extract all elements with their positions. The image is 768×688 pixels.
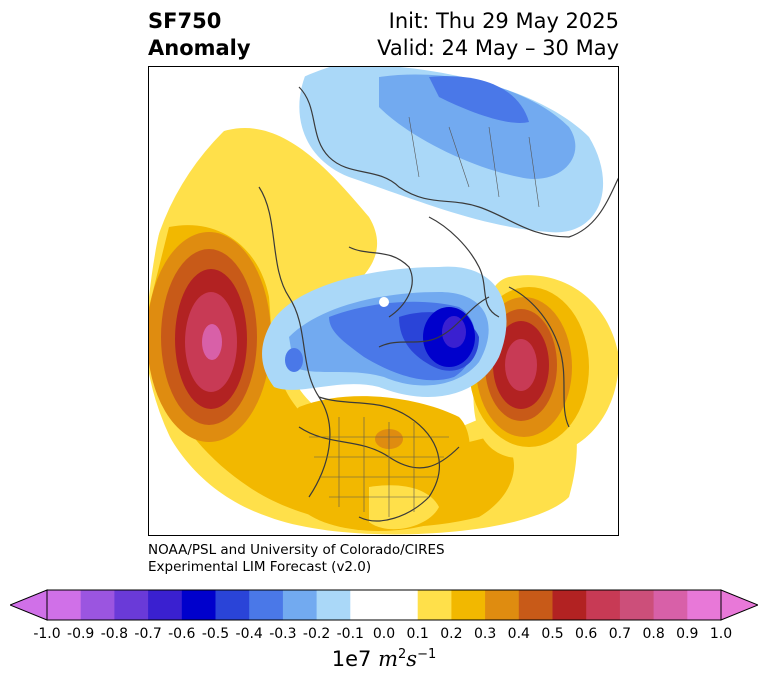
colorbar-cell bbox=[586, 590, 621, 620]
pacific-positive-anomaly bbox=[149, 128, 577, 535]
credit-text: NOAA/PSL and University of Colorado/CIRE… bbox=[148, 542, 445, 576]
units-s: s bbox=[406, 647, 418, 671]
colorbar-tick-label: 0.6 bbox=[575, 626, 598, 642]
colorbar-tick-label: 1.0 bbox=[709, 626, 733, 642]
colorbar-tick-label: -0.6 bbox=[168, 626, 196, 642]
colorbar-tick-label: -0.1 bbox=[336, 626, 364, 642]
colorbar-tick-label: -0.7 bbox=[134, 626, 162, 642]
colorbar-tick-label: 0.4 bbox=[507, 626, 530, 642]
colorbar-tick-label: 0.2 bbox=[440, 626, 463, 642]
units-s-exp: −1 bbox=[417, 647, 437, 662]
valid-range: Valid: 24 May – 30 May bbox=[377, 36, 619, 60]
colorbar-min-arrow bbox=[10, 589, 48, 621]
chart-title: SF750 Anomaly bbox=[148, 8, 251, 62]
eurasia-negative-anomaly bbox=[299, 67, 604, 233]
colorbar-tick-label: -0.2 bbox=[302, 626, 331, 642]
arctic-negative-anomaly bbox=[262, 266, 507, 397]
colorbar-cell bbox=[653, 590, 688, 620]
colorbar-cell bbox=[485, 590, 520, 620]
colorbar-cell bbox=[215, 590, 250, 620]
colorbar-cell bbox=[687, 590, 722, 620]
colorbar-tick-label: 0.9 bbox=[676, 626, 699, 642]
colorbar-tick-label: -0.9 bbox=[67, 626, 95, 642]
colorbar-tick-label: 0.7 bbox=[608, 626, 632, 642]
colorbar-max-arrow bbox=[720, 589, 758, 621]
colorbar-tick-label: 0.3 bbox=[473, 626, 497, 642]
colorbar-cell bbox=[552, 590, 587, 620]
colorbar-cell bbox=[350, 590, 385, 620]
colorbar-cell bbox=[518, 590, 553, 620]
anomaly-label: Anomaly bbox=[148, 36, 251, 60]
colorbar-cell bbox=[282, 590, 318, 620]
units-m: m bbox=[378, 647, 399, 671]
colorbar-tick-label: 0.1 bbox=[406, 626, 429, 642]
colorbar-cell bbox=[47, 590, 82, 620]
anomaly-field bbox=[149, 67, 618, 535]
forecast-dates: Init: Thu 29 May 2025 Valid: 24 May – 30… bbox=[377, 8, 619, 62]
colorbar-tick-label: -0.4 bbox=[235, 626, 263, 642]
units-m-exp: 2 bbox=[398, 647, 407, 662]
colorbar bbox=[10, 589, 758, 621]
colorbar-cell bbox=[451, 590, 486, 620]
credit-line-2: Experimental LIM Forecast (v2.0) bbox=[148, 559, 372, 575]
state-borders bbox=[309, 116, 540, 517]
colorbar-tick-label: -0.8 bbox=[100, 626, 129, 642]
colorbar-cell bbox=[619, 590, 655, 620]
colorbar-cell bbox=[148, 590, 183, 620]
colorbar-units: 1e7 m2s−1 bbox=[0, 647, 768, 671]
colorbar-cell bbox=[181, 590, 216, 620]
colorbar-cell bbox=[417, 590, 452, 620]
colorbar-cell bbox=[249, 590, 284, 620]
colorbar-tick-label: -0.3 bbox=[269, 626, 297, 642]
colorbar-cell bbox=[114, 590, 149, 620]
colorbar-outline bbox=[46, 589, 722, 621]
colorbar-tick-label: 0.5 bbox=[541, 626, 564, 642]
colorbar-tick-label: 0.0 bbox=[372, 626, 396, 642]
polar-map bbox=[148, 66, 619, 536]
colorbar-tick-label: 0.8 bbox=[642, 626, 665, 642]
colorbar-cell bbox=[384, 590, 419, 620]
variable-label: SF750 bbox=[148, 9, 222, 33]
colorbar-ticks: -1.0 -0.9 -0.8 -0.7 -0.6 -0.5 -0.4 -0.3 -0.2 -0.1… bbox=[0, 626, 768, 646]
colorbar-tick-label: -0.5 bbox=[201, 626, 230, 642]
north-america-positive-anomaly bbox=[284, 396, 470, 531]
colorbar-tick-label: -1.0 bbox=[33, 626, 61, 642]
colorbar-cell bbox=[316, 590, 351, 620]
colorbar-cell bbox=[80, 590, 115, 620]
credit-line-1: NOAA/PSL and University of Colorado/CIRE… bbox=[148, 542, 445, 558]
init-date: Init: Thu 29 May 2025 bbox=[388, 9, 619, 33]
units-prefix: 1e7 bbox=[331, 647, 372, 671]
